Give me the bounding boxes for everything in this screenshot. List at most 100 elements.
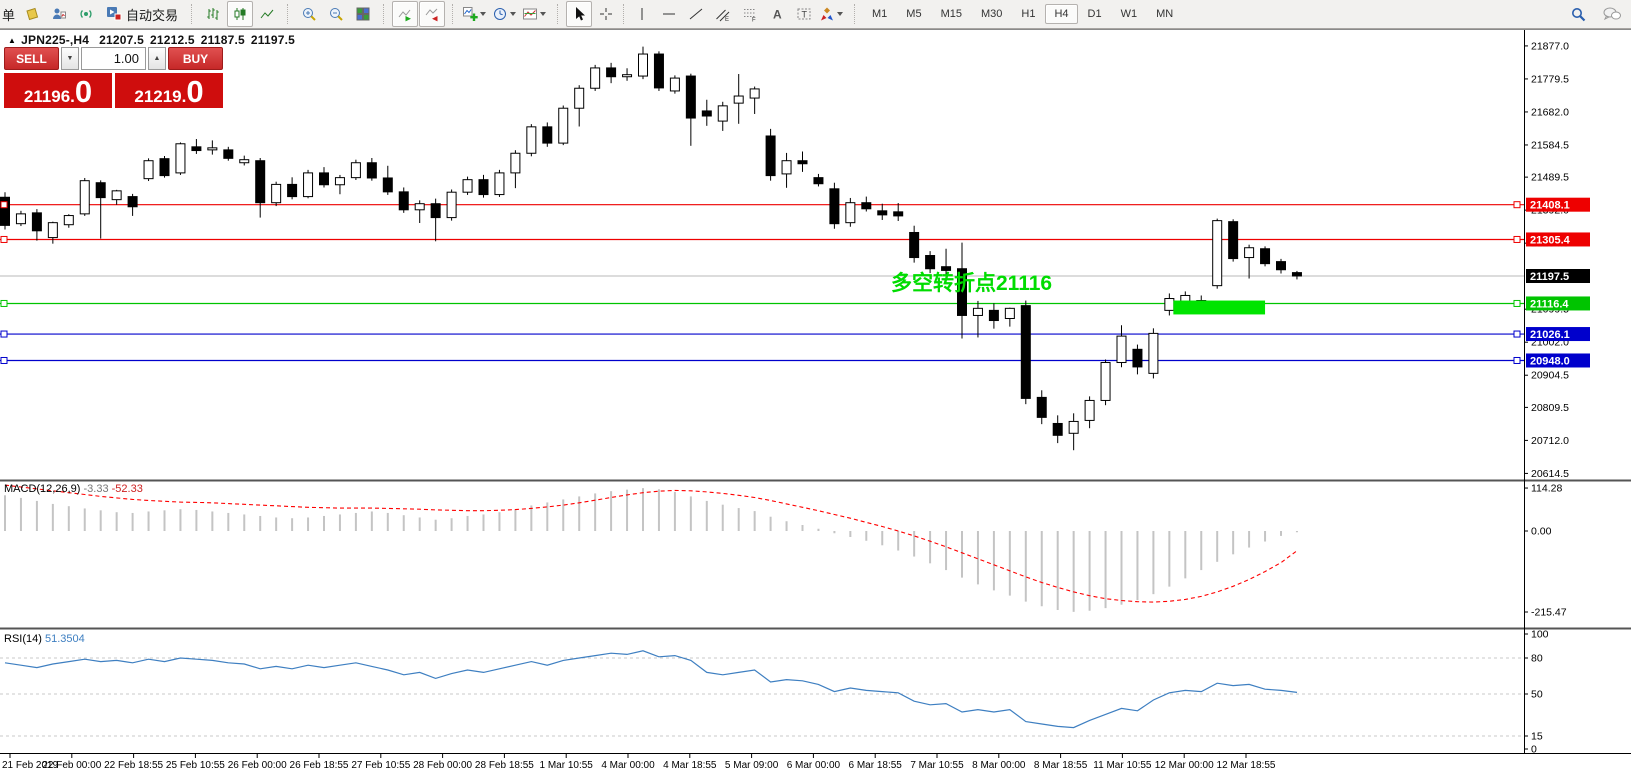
signal-icon <box>78 6 94 22</box>
candle <box>749 88 760 99</box>
search-button[interactable] <box>1565 1 1591 27</box>
autotrade-button[interactable]: 自动交易 <box>100 2 184 26</box>
candle <box>1100 362 1111 401</box>
buy-button[interactable]: BUY <box>168 47 223 70</box>
sell-button[interactable]: SELL <box>4 47 59 70</box>
horizontal-line-icon <box>661 6 677 22</box>
trendline-button[interactable] <box>683 1 709 27</box>
candle <box>1036 396 1047 418</box>
ohlc-close: 21197.5 <box>250 33 295 47</box>
candle <box>462 179 473 193</box>
macd-label: MACD(12,26,9) -3.33 -52.33 <box>4 483 143 495</box>
timeframe-M30[interactable]: M30 <box>980 8 1003 20</box>
candle <box>1291 272 1302 277</box>
add-indicator-icon <box>462 6 478 22</box>
toolbar-group-standard: 单 自动交易 <box>0 1 188 27</box>
zoom-in-button[interactable] <box>296 1 322 27</box>
ohlc-open: 21207.5 <box>99 33 144 47</box>
candle <box>1244 247 1255 259</box>
candle <box>350 162 361 179</box>
time-tick-label: 8 Mar 00:00 <box>972 760 1026 771</box>
candle <box>558 107 569 144</box>
candle <box>813 177 824 185</box>
shapes-button[interactable] <box>818 1 847 27</box>
candle <box>1228 221 1239 260</box>
price-line-labels: 21408.1 21305.4 21197.5 21116.4 21026.1 20948… <box>0 197 1590 368</box>
cursor-button[interactable] <box>566 1 593 27</box>
svg-text:A: A <box>773 8 782 22</box>
toolbar-separator <box>383 4 385 24</box>
candle <box>1084 399 1095 421</box>
timeframe-M5[interactable]: M5 <box>906 8 922 20</box>
add-indicator-button[interactable] <box>461 1 490 27</box>
panel-separator[interactable] <box>0 627 1631 630</box>
price-tick-label: 20614.5 <box>1531 468 1569 480</box>
auto-scroll-button[interactable] <box>392 1 419 27</box>
toolbar-right <box>1565 0 1625 28</box>
bar-chart-button[interactable] <box>200 1 226 27</box>
periods-button[interactable] <box>491 1 520 27</box>
templates-button[interactable] <box>521 1 550 27</box>
timeframe-D1[interactable]: D1 <box>1087 8 1102 20</box>
axis-price-label-21026.1 <box>1526 327 1590 342</box>
chart-title: ▲ JPN225-,H4 21207.5 21212.5 21187.5 211… <box>8 33 295 47</box>
crosshair-button[interactable] <box>593 1 619 27</box>
timeframe-H4[interactable]: H4 <box>1045 4 1078 24</box>
sell-price[interactable]: 21196. 0 <box>4 73 112 108</box>
spinner-down-icon: ▼ <box>66 55 74 62</box>
timeframe-M1[interactable]: M1 <box>872 8 888 20</box>
buy-price[interactable]: 21219. 0 <box>115 73 223 108</box>
line-chart-button[interactable] <box>254 1 280 27</box>
candle <box>606 67 617 78</box>
text-label-button[interactable]: T <box>791 1 817 27</box>
tile-windows-button[interactable] <box>350 1 376 27</box>
candle <box>1212 220 1223 287</box>
equidistant-channel-button[interactable]: E <box>710 1 736 27</box>
candlestick-button[interactable] <box>227 1 254 27</box>
time-tick-label: 25 Feb 10:55 <box>166 760 225 771</box>
candle <box>590 67 601 89</box>
vertical-line-icon <box>634 6 650 22</box>
volume-input[interactable] <box>81 47 146 70</box>
candle <box>303 172 314 198</box>
candle <box>877 210 888 216</box>
horizontal-line-button[interactable] <box>656 1 682 27</box>
zoom-out-button[interactable] <box>323 1 349 27</box>
new-order-button[interactable]: 单 <box>2 7 16 23</box>
note-button[interactable] <box>19 1 45 27</box>
volume-down-button[interactable]: ▼ <box>61 47 79 70</box>
vertical-line-button[interactable] <box>629 1 655 27</box>
time-tick-label: 12 Mar 18:55 <box>1217 760 1276 771</box>
timeframe-MN[interactable]: MN <box>1156 8 1174 20</box>
pivot-annotation[interactable]: 多空转折点21116 <box>891 271 1052 295</box>
candle <box>653 53 664 89</box>
time-tick-label: 11 Mar 10:55 <box>1093 760 1152 771</box>
timeframe-M15[interactable]: M15 <box>940 8 962 20</box>
candle <box>1052 422 1063 436</box>
chevron-down-icon <box>837 12 844 16</box>
candle <box>47 222 58 239</box>
time-tick-label: 7 Mar 10:55 <box>910 760 964 771</box>
panel-separator[interactable] <box>0 479 1631 482</box>
timeframe-group: M1 M5 M15 M30 H1 H4 D1 W1 MN <box>859 4 1186 24</box>
text-button[interactable]: A <box>764 1 790 27</box>
horizontal-lines-layer[interactable] <box>0 204 1524 362</box>
candle <box>542 126 553 144</box>
candle <box>207 147 218 151</box>
signals-button[interactable] <box>73 1 99 27</box>
clock-icon <box>492 6 508 22</box>
macd-tick-label: 114.28 <box>1531 483 1562 495</box>
candle <box>845 202 856 224</box>
autotrade-label: 自动交易 <box>126 7 179 23</box>
fibonacci-button[interactable]: F <box>737 1 763 27</box>
chart-shift-button[interactable] <box>419 1 446 27</box>
volume-up-button[interactable]: ▲ <box>148 47 166 70</box>
timeframe-W1[interactable]: W1 <box>1120 8 1138 20</box>
timeframe-H1[interactable]: H1 <box>1021 8 1036 20</box>
profile-button[interactable] <box>46 1 72 27</box>
candle <box>239 159 250 164</box>
chat-button[interactable] <box>1599 1 1625 27</box>
highlight-rectangle[interactable] <box>1173 300 1266 315</box>
